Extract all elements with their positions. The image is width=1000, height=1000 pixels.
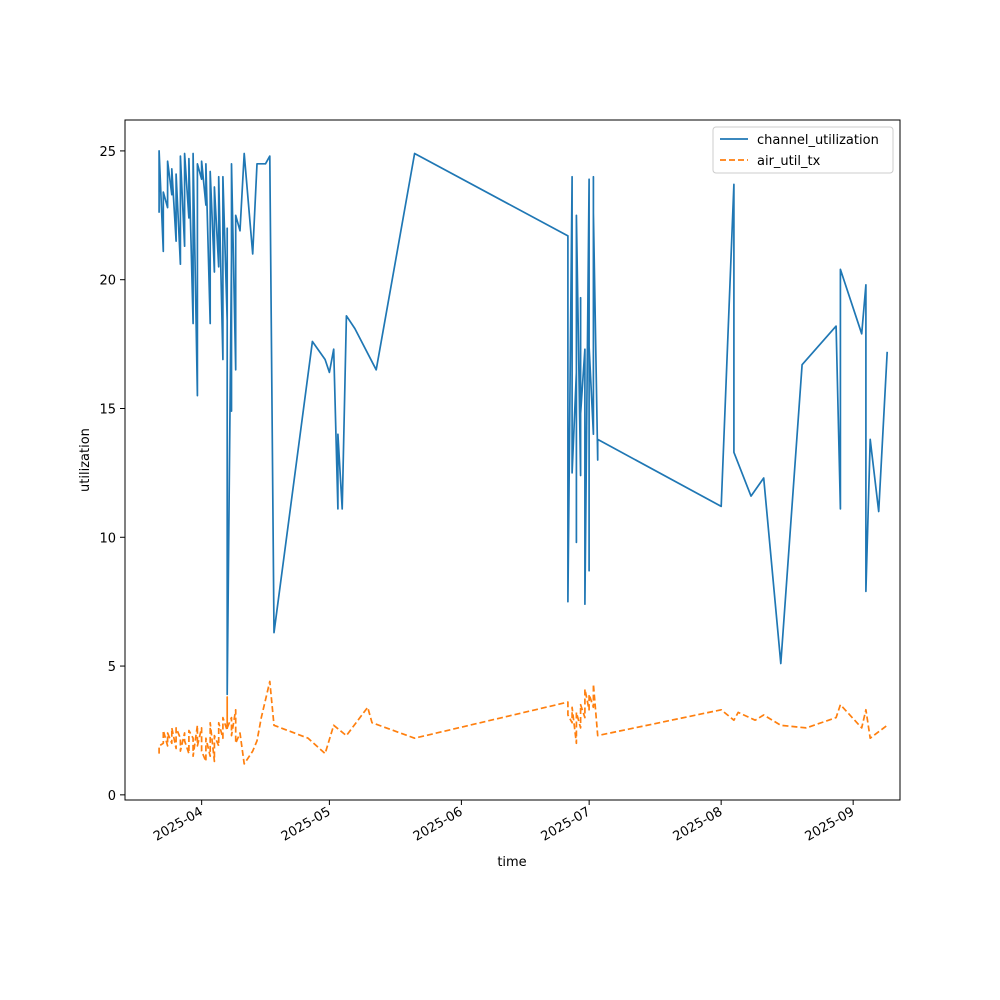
y-tick-label: 10 (99, 531, 116, 546)
legend-label-channel-utilization: channel_utilization (757, 133, 879, 148)
series-layer (158, 150, 889, 765)
legend-label-air-util-tx: air_util_tx (757, 154, 821, 169)
y-tick-label: 0 (108, 789, 116, 804)
legend-box (712, 126, 894, 174)
x-axis-label: time (497, 855, 526, 870)
y-tick-label: 25 (99, 145, 116, 160)
y-axis-label: utilization (78, 428, 93, 492)
y-tick-label: 15 (99, 402, 116, 417)
plot-frame (124, 119, 901, 801)
series-line-air-util-tx (158, 680, 888, 765)
y-tick-label: 5 (108, 660, 116, 675)
series-line-channel-utilization (158, 150, 889, 696)
y-axis-ticks: 0 5 10 15 20 25 (99, 145, 125, 804)
y-tick-label: 20 (99, 274, 116, 289)
legend: channel_utilization air_util_tx (712, 126, 894, 174)
